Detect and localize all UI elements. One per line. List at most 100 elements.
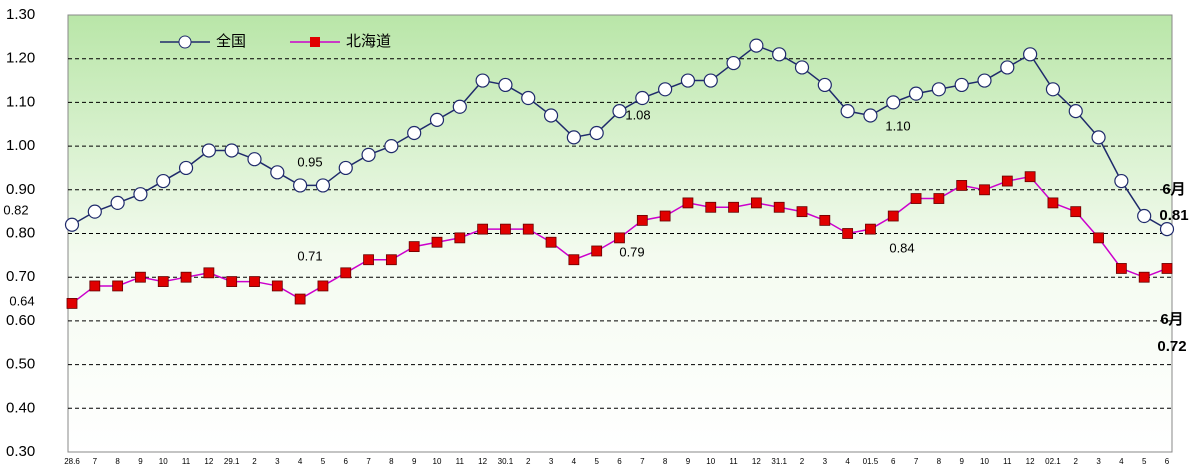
x-tick-label: 10	[706, 457, 715, 466]
x-tick-label: 11	[1003, 457, 1012, 466]
marker	[270, 165, 285, 180]
marker	[703, 73, 718, 88]
marker	[1000, 60, 1015, 75]
marker	[87, 204, 102, 219]
marker	[317, 280, 329, 292]
x-tick-label: 3	[823, 457, 828, 466]
x-tick-label: 12	[204, 457, 213, 466]
marker	[521, 90, 536, 106]
marker	[1091, 130, 1106, 145]
marker	[1045, 82, 1061, 97]
annotation: 6月	[1162, 181, 1185, 198]
marker	[157, 276, 169, 287]
legend-marker	[178, 35, 192, 49]
x-tick-label: 8	[389, 457, 394, 466]
marker	[1161, 263, 1173, 274]
marker	[110, 195, 125, 211]
marker	[591, 245, 603, 257]
annotation: 0.79	[619, 244, 644, 259]
marker	[659, 210, 671, 222]
marker	[1114, 173, 1129, 189]
marker	[863, 108, 878, 123]
y-tick-label: 1.20	[6, 50, 35, 67]
marker	[1115, 263, 1127, 274]
y-tick-label: 0.40	[6, 399, 35, 416]
marker	[226, 276, 238, 287]
annotation: 1.08	[625, 107, 650, 122]
marker	[498, 77, 513, 93]
x-tick-label: 2	[526, 457, 531, 466]
marker	[933, 193, 945, 204]
y-tick-label: 0.60	[6, 312, 35, 329]
x-tick-label: 3	[275, 457, 280, 466]
x-tick-label: 10	[159, 457, 168, 466]
legend-marker	[310, 37, 320, 47]
annotation: 0.72	[1157, 338, 1186, 355]
marker	[543, 108, 559, 123]
marker	[977, 73, 992, 88]
marker	[1047, 197, 1059, 209]
marker	[408, 241, 420, 253]
y-tick-label: 0.70	[6, 268, 35, 285]
marker	[1023, 47, 1038, 62]
marker	[635, 90, 650, 106]
marker	[180, 271, 192, 283]
marker	[363, 254, 374, 266]
x-tick-label: 8	[663, 457, 668, 466]
marker	[477, 223, 489, 235]
marker	[705, 201, 717, 213]
marker	[796, 206, 808, 218]
marker	[773, 201, 785, 213]
marker	[979, 184, 990, 196]
marker	[1138, 271, 1150, 283]
x-tick-label: 02.1	[1045, 457, 1061, 466]
marker	[794, 60, 810, 75]
annotation: 0.95	[297, 154, 322, 169]
marker	[224, 143, 239, 158]
annotation: 0.84	[889, 240, 914, 255]
x-tick-label: 3	[549, 457, 554, 466]
marker	[452, 99, 467, 114]
marker	[454, 232, 466, 244]
x-tick-label: 3	[1096, 457, 1101, 466]
y-tick-label: 0.30	[6, 443, 35, 460]
marker	[1024, 171, 1036, 183]
marker	[589, 125, 604, 141]
marker	[614, 232, 625, 244]
x-tick-label: 6	[1165, 457, 1170, 466]
x-tick-label: 6	[617, 457, 622, 466]
marker	[340, 267, 352, 279]
x-tick-label: 30.1	[498, 457, 514, 466]
marker	[750, 197, 762, 209]
marker	[249, 276, 260, 287]
x-tick-label: 10	[980, 457, 989, 466]
x-tick-label: 9	[959, 457, 964, 466]
marker	[636, 214, 648, 226]
marker	[500, 223, 511, 235]
marker	[64, 217, 80, 232]
marker	[431, 236, 443, 248]
y-tick-label: 1.30	[6, 6, 35, 23]
x-tick-label: 9	[138, 457, 143, 466]
marker	[135, 271, 146, 283]
y-tick-label: 1.00	[6, 137, 35, 154]
x-tick-label: 5	[594, 457, 599, 466]
marker	[612, 104, 627, 119]
marker	[178, 160, 194, 176]
marker	[271, 280, 283, 292]
marker	[682, 197, 694, 209]
marker	[1093, 232, 1104, 244]
marker	[156, 173, 171, 189]
x-tick-label: 7	[640, 457, 645, 466]
x-tick-label: 7	[366, 457, 371, 466]
x-tick-label: 6	[344, 457, 349, 466]
marker	[910, 193, 922, 204]
marker	[658, 82, 673, 97]
marker	[772, 47, 787, 62]
marker	[819, 214, 831, 226]
marker	[931, 82, 946, 97]
marker	[842, 228, 854, 239]
marker	[201, 143, 216, 158]
y-tick-label: 0.80	[6, 224, 35, 241]
marker	[886, 95, 901, 110]
